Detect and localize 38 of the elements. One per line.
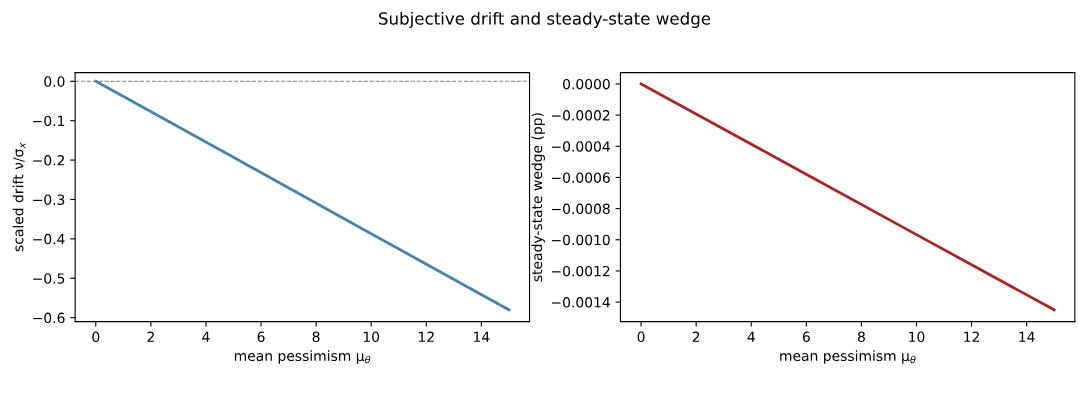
- y-tick-label: −0.0004: [551, 141, 610, 152]
- x-tick-label: 2: [147, 331, 154, 342]
- x-axis-title: mean pessimism μ$_{θ}$: [234, 350, 371, 364]
- x-tick-label: 4: [202, 331, 210, 342]
- x-tick-label: 10: [363, 331, 380, 343]
- x-tick-label: 8: [857, 331, 865, 343]
- y-tick-label: −0.6: [33, 312, 65, 324]
- y-tick-label: −0.5: [33, 273, 65, 284]
- y-tick-label: −0.2: [33, 155, 65, 166]
- y-tick-label: −0.0006: [551, 172, 610, 183]
- x-tick-label: 0: [92, 331, 100, 343]
- y-tick-label: −0.1: [33, 115, 65, 127]
- x-tick-label: 14: [474, 331, 490, 342]
- line-series: [639, 82, 1056, 312]
- chart-title: Subjective drift and steady-state wedge: [379, 11, 711, 29]
- x-tick-label: 4: [747, 331, 755, 342]
- x-tick-label: 2: [692, 331, 700, 342]
- x-tick-label: 6: [802, 331, 810, 343]
- y-tick-label: −0.4: [33, 233, 65, 245]
- x-tick-label: 8: [312, 331, 320, 343]
- y-tick-label: −0.0010: [551, 234, 610, 246]
- x-tick-label: 12: [418, 331, 434, 342]
- x-tick-label: 10: [909, 331, 925, 343]
- x-tick-label: 6: [257, 331, 265, 343]
- y-tick-label: −0.0008: [551, 203, 610, 215]
- line-series: [94, 79, 511, 312]
- x-tick-label: 14: [1019, 331, 1035, 342]
- x-tick-label: 0: [637, 331, 645, 343]
- y-tick-label: −0.3: [33, 194, 65, 205]
- x-tick-label: 12: [964, 331, 980, 342]
- y-tick-label: −0.0014: [551, 297, 610, 308]
- y-axis-title: scaled drift ν/σ$_{x}$: [12, 142, 26, 252]
- y-axis-title: steady-state wedge (pp): [531, 113, 545, 282]
- y-tick-label: −0.0002: [551, 110, 610, 121]
- y-tick-label: −0.0012: [551, 265, 610, 277]
- x-axis-title: mean pessimism μ$_{θ}$: [780, 350, 916, 364]
- y-tick-label: 0.0000: [563, 78, 610, 90]
- y-tick-label: 0.0: [44, 76, 65, 87]
